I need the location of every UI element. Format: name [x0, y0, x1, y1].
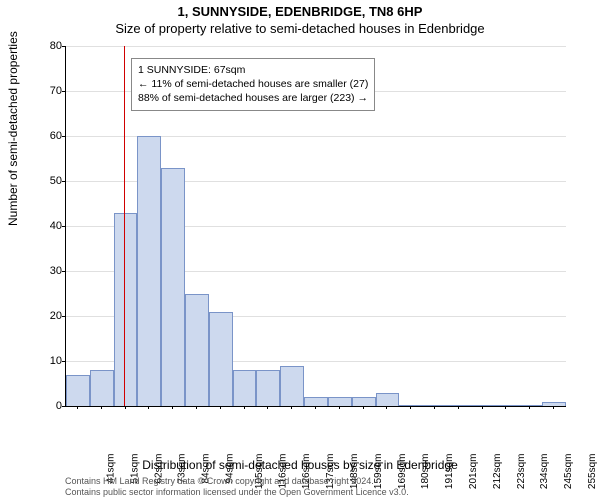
histogram-bar [352, 397, 376, 406]
y-tick-mark [62, 271, 65, 272]
x-tick-mark [410, 406, 411, 409]
x-tick-mark [363, 406, 364, 409]
y-tick-mark [62, 316, 65, 317]
y-tick-label: 20 [40, 310, 62, 322]
y-tick-mark [62, 136, 65, 137]
y-tick-mark [62, 181, 65, 182]
y-tick-label: 60 [40, 130, 62, 142]
histogram-bar [185, 294, 209, 407]
x-tick-mark [148, 406, 149, 409]
x-tick-mark [77, 406, 78, 409]
y-tick-mark [62, 46, 65, 47]
x-tick-mark [220, 406, 221, 409]
info-box-line: 88% of semi-detached houses are larger (… [138, 91, 368, 105]
y-tick-label: 40 [40, 220, 62, 232]
x-tick-mark [505, 406, 506, 409]
y-tick-label: 30 [40, 265, 62, 277]
footer-line-1: Contains HM Land Registry data © Crown c… [65, 476, 409, 487]
x-tick-mark [125, 406, 126, 409]
y-tick-label: 80 [40, 40, 62, 52]
x-tick-mark [315, 406, 316, 409]
y-axis-label: Number of semi-detached properties [6, 31, 20, 226]
histogram-bar [304, 397, 328, 406]
x-tick-mark [529, 406, 530, 409]
x-tick-mark [458, 406, 459, 409]
info-box-line: ← 11% of semi-detached houses are smalle… [138, 77, 368, 91]
chart-title-2: Size of property relative to semi-detach… [0, 21, 600, 36]
x-tick-mark [196, 406, 197, 409]
histogram-bar [328, 397, 352, 406]
x-tick-mark [244, 406, 245, 409]
histogram-bar [256, 370, 280, 406]
histogram-bar [209, 312, 233, 407]
histogram-bar [137, 136, 161, 406]
x-tick-mark [172, 406, 173, 409]
y-tick-label: 70 [40, 85, 62, 97]
histogram-bar [90, 370, 114, 406]
histogram-bar [161, 168, 185, 407]
y-tick-label: 10 [40, 355, 62, 367]
x-tick-mark [482, 406, 483, 409]
y-tick-mark [62, 91, 65, 92]
marker-line [124, 46, 126, 406]
footer-line-2: Contains public sector information licen… [65, 487, 409, 498]
info-box-line: 1 SUNNYSIDE: 67sqm [138, 63, 368, 77]
gridline [66, 46, 566, 47]
histogram-bar [66, 375, 90, 407]
chart-title-1: 1, SUNNYSIDE, EDENBRIDGE, TN8 6HP [0, 4, 600, 19]
x-tick-mark [553, 406, 554, 409]
footer-note: Contains HM Land Registry data © Crown c… [65, 476, 409, 499]
y-tick-label: 50 [40, 175, 62, 187]
x-axis-label: Distribution of semi-detached houses by … [0, 458, 600, 472]
y-tick-mark [62, 226, 65, 227]
y-tick-label: 0 [40, 400, 62, 412]
x-tick-mark [101, 406, 102, 409]
plot-area: 1 SUNNYSIDE: 67sqm← 11% of semi-detached… [65, 46, 566, 407]
x-tick-mark [386, 406, 387, 409]
histogram-bar [114, 213, 138, 407]
x-tick-mark [267, 406, 268, 409]
y-tick-mark [62, 406, 65, 407]
x-tick-mark [339, 406, 340, 409]
info-box: 1 SUNNYSIDE: 67sqm← 11% of semi-detached… [131, 58, 375, 111]
histogram-bar [376, 393, 400, 407]
y-tick-mark [62, 361, 65, 362]
x-tick-mark [291, 406, 292, 409]
x-tick-mark [434, 406, 435, 409]
histogram-bar [280, 366, 304, 407]
histogram-bar [233, 370, 257, 406]
